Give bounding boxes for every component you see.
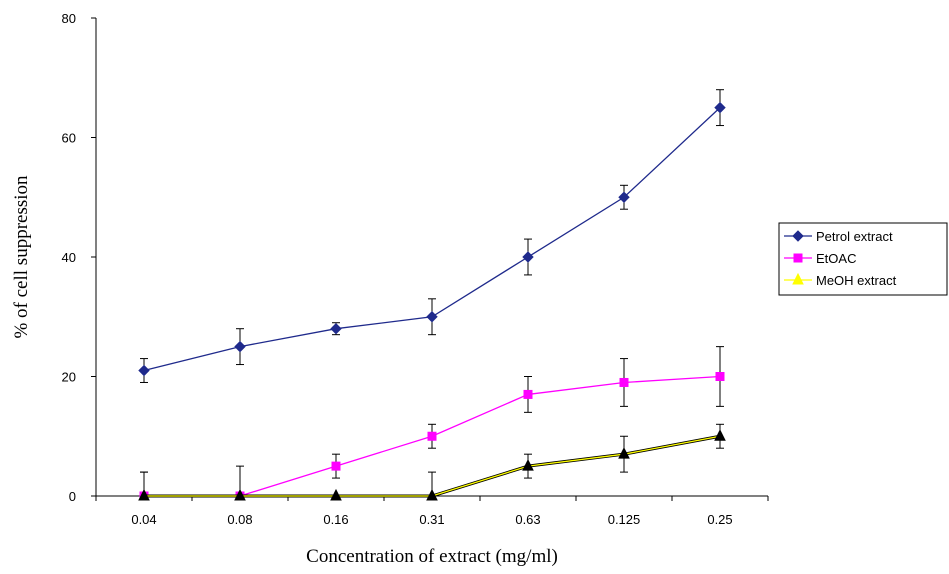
y-axis-title: % of cell suppression (11, 175, 32, 339)
y-tick-label: 20 (62, 370, 76, 385)
data-point (330, 488, 342, 501)
x-tick-label: 0.63 (515, 512, 540, 527)
data-point (715, 372, 725, 381)
data-point (523, 389, 533, 399)
x-tick-label: 0.08 (227, 512, 252, 527)
axes: 0 20 40 60 80 0.04 0.08 0.16 0.31 0.63 0.125 0.25 (62, 11, 769, 527)
data-point (619, 377, 629, 387)
data-point (426, 311, 438, 323)
data-point (234, 488, 246, 501)
x-tick-label: 0.31 (419, 512, 444, 527)
error-bars-series-2 (140, 423, 724, 497)
plot-area (138, 89, 726, 501)
legend-label: Petrol extract (816, 229, 893, 244)
data-point (618, 191, 630, 203)
y-tick-label: 60 (62, 131, 76, 146)
data-point (427, 431, 437, 441)
legend-label: MeOH extract (816, 273, 897, 288)
series-0 (138, 101, 726, 377)
y-tick-label: 80 (62, 11, 76, 26)
data-point (330, 322, 342, 335)
legend-label: EtOAC (816, 251, 856, 266)
x-ticks: 0.04 0.08 0.16 0.31 0.63 0.125 0.25 (95, 496, 769, 527)
legend-marker (793, 253, 803, 263)
data-point (618, 447, 630, 459)
x-tick-label: 0.04 (131, 512, 156, 527)
data-point (138, 364, 150, 377)
data-point (331, 461, 341, 471)
data-point (714, 429, 726, 441)
x-axis-title: Concentration of extract (mg/ml) (306, 546, 558, 567)
x-tick-label: 0.16 (323, 512, 348, 527)
y-ticks: 0 20 40 60 80 (62, 11, 96, 504)
y-tick-label: 40 (62, 250, 76, 265)
legend-marker (792, 230, 804, 242)
series-2 (138, 429, 726, 501)
y-tick-label: 0 (69, 489, 76, 504)
legend-marker (792, 272, 804, 285)
data-point (522, 251, 534, 263)
legend: Petrol extract EtOAC MeOH extract (778, 222, 948, 296)
x-tick-label: 0.125 (608, 512, 641, 527)
data-point (426, 488, 438, 501)
error-bars-series-0 (140, 89, 724, 383)
data-point (714, 101, 726, 114)
data-point (138, 488, 150, 501)
data-point (234, 340, 246, 353)
x-tick-label: 0.25 (707, 512, 732, 527)
data-point (522, 459, 534, 471)
legend-box (778, 222, 948, 296)
